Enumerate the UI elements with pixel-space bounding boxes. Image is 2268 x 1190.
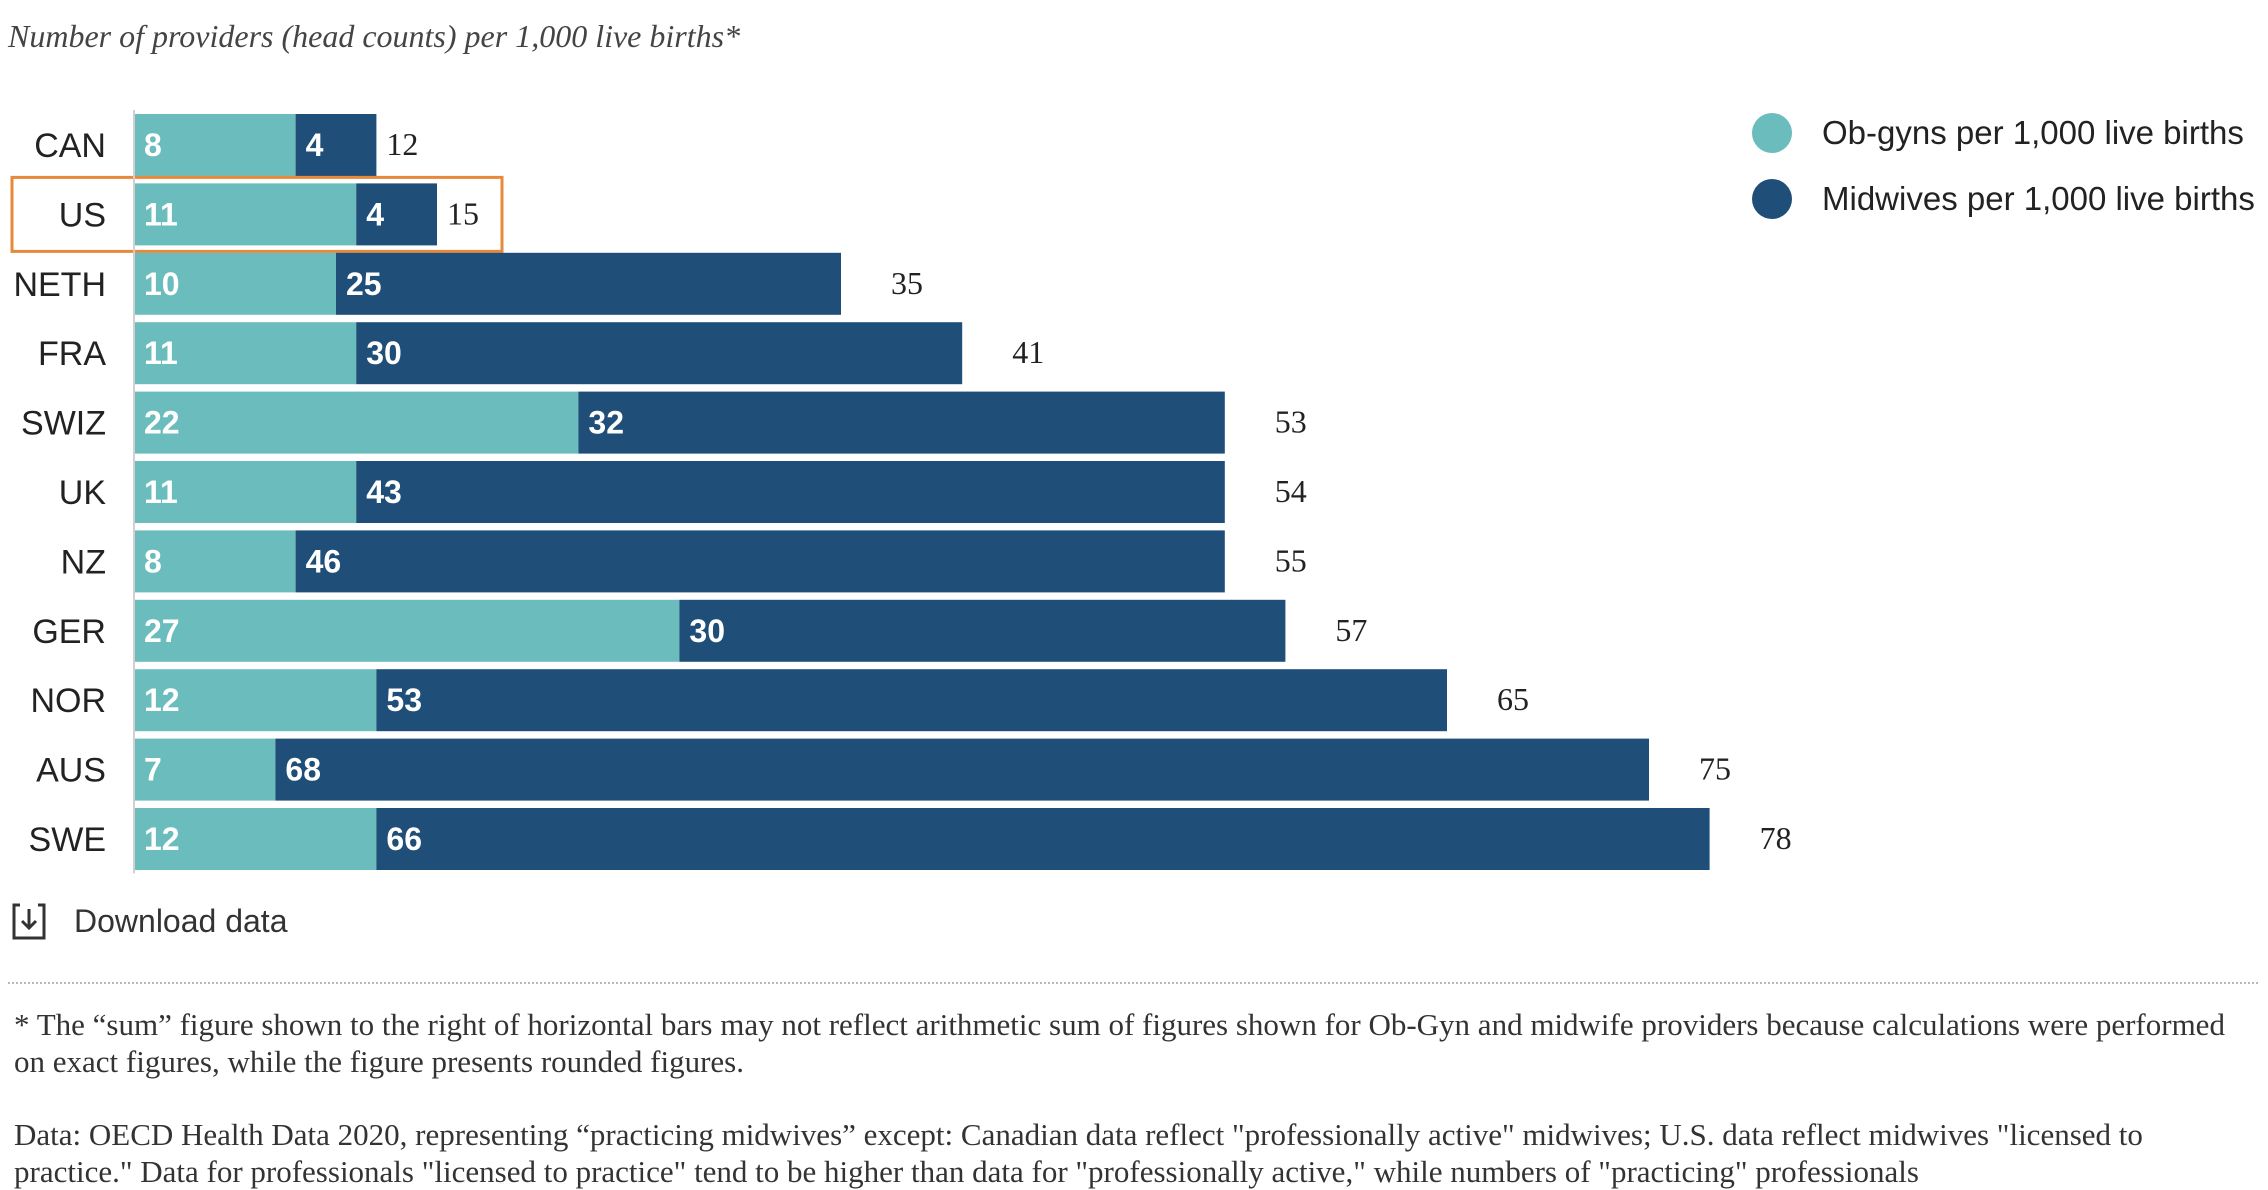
bar-value-midwives-neth: 25 [346, 266, 382, 302]
bar-obgyns-us [134, 183, 357, 246]
bar-value-obgyns-ger: 27 [144, 613, 180, 649]
bar-midwives-neth [336, 252, 841, 315]
bar-obgyns-uk [134, 461, 357, 523]
total-value-aus: 75 [1699, 751, 1731, 787]
bar-obgyns-nor [134, 669, 377, 732]
download-data-label: Download data [74, 902, 288, 939]
bar-value-obgyns-nor: 12 [144, 682, 180, 718]
bar-obgyns-fra [134, 322, 357, 385]
total-value-ger: 57 [1335, 612, 1367, 648]
bar-value-obgyns-fra: 11 [144, 335, 178, 371]
bar-midwives-uk [356, 461, 1225, 523]
bar-value-obgyns-uk: 11 [144, 474, 178, 510]
bar-value-midwives-aus: 68 [285, 752, 321, 788]
category-label-nor: NOR [30, 682, 106, 720]
chart-subtitle: Number of providers (head counts) per 1,… [8, 18, 741, 54]
notes-divider [8, 982, 2258, 984]
bar-value-midwives-can: 4 [306, 127, 324, 163]
bar-obgyns-can [134, 114, 296, 176]
bar-value-midwives-ger: 30 [689, 613, 725, 649]
legend-item-obgyns: Ob-gyns per 1,000 live births [1752, 100, 2255, 166]
download-data-button[interactable]: Download data [10, 900, 287, 942]
bar-midwives-nor [376, 669, 1447, 732]
bar-value-obgyns-can: 8 [144, 127, 162, 163]
bar-value-obgyns-nz: 8 [144, 543, 162, 579]
bar-value-obgyns-us: 11 [144, 196, 178, 232]
bar-value-midwives-swiz: 32 [588, 405, 624, 441]
bar-midwives-swe [376, 808, 1710, 870]
bar-midwives-fra [356, 322, 963, 385]
bar-midwives-us [356, 183, 437, 246]
bar-obgyns-neth [134, 252, 336, 315]
bar-obgyns-ger [134, 599, 680, 662]
bar-value-obgyns-aus: 7 [144, 752, 162, 788]
bar-value-midwives-swe: 66 [386, 821, 422, 857]
category-label-ger: GER [32, 613, 106, 651]
bar-value-midwives-nz: 46 [306, 543, 342, 579]
total-value-can: 12 [386, 126, 418, 162]
category-label-nz: NZ [61, 543, 106, 581]
legend-label-obgyns: Ob-gyns per 1,000 live births [1822, 114, 2244, 151]
category-label-uk: UK [59, 474, 107, 512]
bar-value-midwives-fra: 30 [366, 335, 402, 371]
bar-value-obgyns-swe: 12 [144, 821, 180, 857]
category-label-swe: SWE [29, 821, 106, 859]
category-label-neth: NETH [13, 266, 106, 304]
bar-value-midwives-uk: 43 [366, 474, 402, 510]
total-value-neth: 35 [891, 265, 923, 301]
category-label-swiz: SWIZ [21, 405, 106, 443]
bar-midwives-ger [679, 599, 1286, 662]
total-value-swiz: 53 [1275, 404, 1307, 440]
bar-midwives-swiz [578, 391, 1225, 454]
bar-value-midwives-nor: 53 [386, 682, 422, 718]
bar-midwives-can [295, 114, 377, 176]
total-value-nor: 65 [1497, 681, 1529, 717]
bar-value-obgyns-neth: 10 [144, 266, 180, 302]
legend-swatch-obgyns [1752, 113, 1792, 153]
source-note: Data: OECD Health Data 2020, representin… [14, 1117, 2143, 1189]
bar-value-midwives-us: 4 [366, 196, 384, 232]
bar-midwives-aus [275, 738, 1649, 801]
category-label-aus: AUS [36, 752, 106, 790]
legend-label-midwives: Midwives per 1,000 live births [1822, 180, 2255, 217]
bar-obgyns-aus [134, 738, 276, 801]
category-label-fra: FRA [38, 335, 106, 373]
download-icon [12, 903, 46, 940]
chart-legend: Ob-gyns per 1,000 live births Midwives p… [1752, 100, 2255, 232]
total-value-uk: 54 [1275, 473, 1307, 509]
total-value-us: 15 [447, 195, 479, 231]
highlight-box-us [10, 175, 504, 253]
legend-item-midwives: Midwives per 1,000 live births [1752, 166, 2255, 232]
bar-midwives-nz [295, 530, 1225, 593]
bar-obgyns-swiz [134, 391, 579, 454]
bar-obgyns-swe [134, 808, 377, 870]
total-value-nz: 55 [1275, 542, 1307, 578]
bar-value-obgyns-swiz: 22 [144, 405, 180, 441]
total-value-fra: 41 [1012, 334, 1044, 370]
total-value-swe: 78 [1760, 820, 1792, 856]
legend-swatch-midwives [1752, 179, 1792, 219]
footnote-text: * The “sum” figure shown to the right of… [14, 1007, 2225, 1079]
category-label-us: US [59, 196, 106, 234]
category-label-can: CAN [34, 127, 106, 165]
bar-obgyns-nz [134, 530, 296, 593]
